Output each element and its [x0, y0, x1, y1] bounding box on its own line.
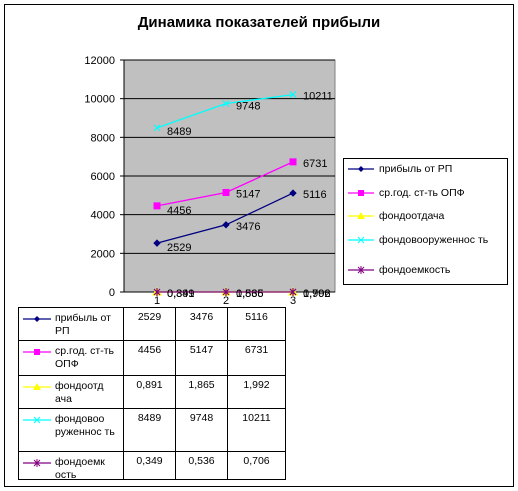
table-cell: 5147: [175, 340, 228, 376]
table-row-header: фондоотд ача: [18, 375, 124, 409]
legend-label: фондоемкость: [379, 264, 451, 276]
data-label: 10211: [303, 91, 333, 103]
data-point: [222, 100, 230, 107]
table-cell: 1,992: [227, 375, 286, 409]
data-label: 1,865: [236, 288, 264, 300]
data-point: [222, 287, 230, 296]
data-point: [289, 189, 297, 197]
legend-swatch: [348, 166, 374, 172]
legend-swatch: [23, 416, 51, 424]
table-row: фондоотд ача 0,891 1,865 1,992: [18, 375, 286, 409]
data-label: 9748: [236, 101, 260, 113]
table-row-header: ср.год. ст-ть ОПФ: [18, 340, 124, 376]
table-row: фондовоо руженнос ть 8489 9748 10211: [18, 408, 286, 452]
data-label: 5147: [236, 188, 260, 200]
legend-swatch: [23, 383, 51, 390]
data-point: [289, 91, 297, 99]
legend-item: фондовооруженнос ть: [344, 235, 509, 255]
legend-swatch: [348, 236, 374, 244]
legend-swatch: [348, 190, 374, 196]
legend-label: ср.год. ст-ть ОПФ: [379, 187, 465, 199]
table-row-header: прибыль от РП: [18, 307, 124, 341]
x-tick-label: 2: [223, 295, 229, 307]
data-point: [153, 124, 161, 132]
table-cell: 6731: [227, 340, 286, 376]
data-table: прибыль от РП 2529 3476 5116 ср.год. ст-ть О…: [18, 307, 286, 481]
table-row-header: фондоемк ость: [18, 451, 124, 481]
table-cell: 0,891: [123, 375, 176, 409]
y-tick-label: 8000: [91, 132, 115, 144]
legend-swatch: [23, 459, 51, 467]
legend-swatch: [348, 266, 374, 274]
table-cell: 0,536: [175, 451, 228, 480]
legend-label: прибыль от РП: [379, 163, 453, 175]
y-tick-label: 4000: [91, 210, 115, 222]
table-cell: 9748: [175, 408, 228, 452]
legend-swatch: [23, 349, 51, 355]
table-row-label: прибыль от РП: [55, 312, 111, 337]
data-label: 2529: [167, 242, 191, 254]
data-label: 0,706: [303, 288, 331, 300]
legend-item: ср.год. ст-ть ОПФ: [344, 188, 509, 208]
y-tick-label: 10000: [84, 94, 115, 106]
y-tick-label: 0: [109, 287, 115, 299]
data-label: 8489: [167, 126, 191, 138]
table-row: фондоемк ость 0,349 0,536 0,706: [18, 451, 286, 481]
data-point: [153, 287, 161, 296]
table-cell: 4456: [123, 340, 176, 376]
x-tick-label: 1: [154, 295, 160, 307]
table-row-label: фондоотд ача: [55, 380, 104, 405]
table-cell: 10211: [227, 408, 286, 452]
table-cell: 5116: [227, 307, 286, 341]
y-tick-label: 6000: [91, 171, 115, 183]
data-label: 1,992: [303, 288, 331, 300]
table-row-label: фондоемк ость: [55, 456, 105, 481]
data-label: 5116: [303, 189, 327, 201]
table-row-header: фондовоо руженнос ть: [18, 408, 124, 452]
table-cell: 0,349: [123, 451, 176, 480]
data-label: 0,536: [236, 288, 264, 300]
legend-swatch: [23, 316, 51, 322]
table-cell: 0,706: [227, 451, 286, 480]
table-row-label: ср.год. ст-ть ОПФ: [55, 345, 115, 370]
legend-item: прибыль от РП: [344, 164, 509, 184]
data-point: [153, 239, 161, 247]
table-cell: 1,865: [175, 375, 228, 409]
data-label: 0,349: [167, 288, 195, 300]
table-cell: 8489: [123, 408, 176, 452]
legend-label: фондоотдача: [379, 210, 445, 222]
x-tick-label: 3: [290, 295, 296, 307]
data-label: 3476: [236, 221, 260, 233]
data-label: 4456: [167, 205, 191, 217]
legend: прибыль от РП ср.год. ст-ть ОПФ фондоотдач…: [343, 158, 508, 285]
data-point: [222, 188, 230, 196]
y-tick-label: 2000: [91, 248, 115, 260]
table-row: прибыль от РП 2529 3476 5116: [18, 307, 286, 341]
y-tick-label: 12000: [84, 55, 115, 67]
legend-item: фондоемкость: [344, 265, 509, 285]
data-label: 0,891: [167, 288, 195, 300]
table-row-label: фондовоо руженнос ть: [55, 413, 115, 438]
legend-label: фондовооруженнос ть: [379, 234, 489, 246]
table-cell: 2529: [123, 307, 176, 341]
data-point: [289, 158, 297, 166]
table-cell: 3476: [175, 307, 228, 341]
data-point: [153, 202, 161, 210]
data-point: [289, 287, 297, 296]
legend-item: фондоотдача: [344, 211, 509, 231]
legend-swatch: [348, 212, 374, 219]
table-row: ср.год. ст-ть ОПФ 4456 5147 6731: [18, 340, 286, 376]
data-label: 6731: [303, 158, 327, 170]
chart-title: Динамика показателей прибыли: [137, 14, 381, 31]
data-point: [222, 221, 230, 229]
